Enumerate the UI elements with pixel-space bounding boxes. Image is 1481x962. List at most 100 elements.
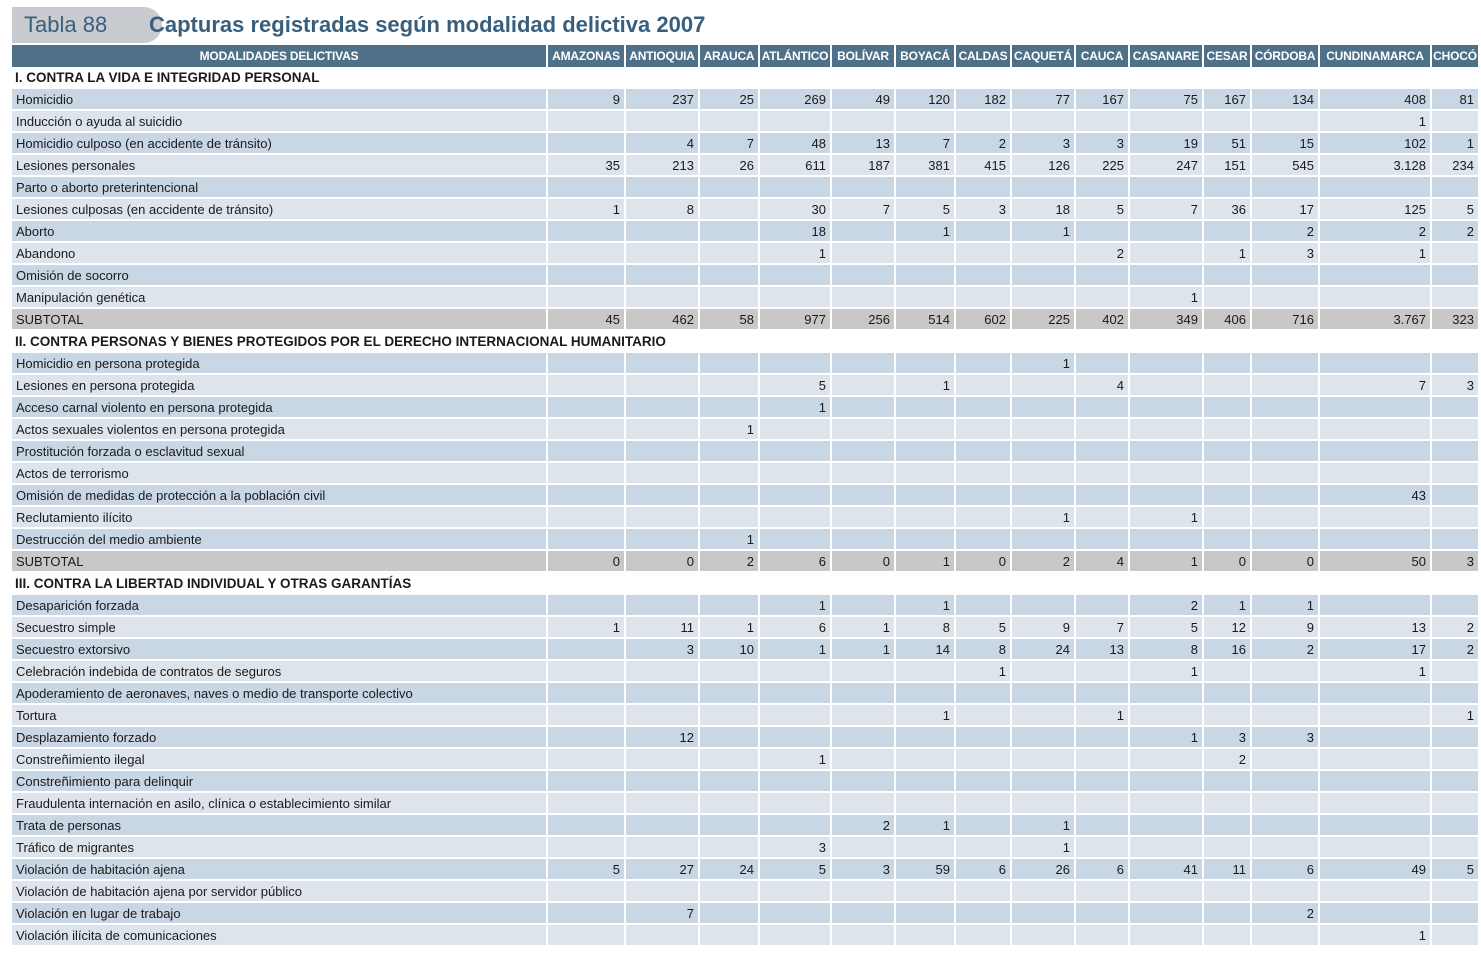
table-cell — [831, 924, 896, 947]
table-cell — [625, 264, 700, 287]
table-cell — [1203, 396, 1252, 419]
table-cell — [955, 902, 1012, 925]
table-cell: 2 — [1251, 638, 1320, 661]
table-cell: 17 — [1251, 198, 1320, 221]
table-row: Secuestro extorsivo 3 10 1 1 14 8 24 13 8 16 2 17 2 — [12, 638, 1480, 661]
table-cell: 75 — [1129, 88, 1204, 111]
table-cell — [547, 440, 626, 463]
table-cell — [1251, 836, 1320, 859]
table-cell — [1075, 396, 1130, 419]
table-cell — [955, 792, 1012, 815]
table-cell — [1203, 110, 1252, 133]
table-cell: 51 — [1203, 132, 1252, 155]
table-row: Homicidio en persona protegida 1 — [12, 352, 1480, 375]
table-cell — [1129, 682, 1204, 705]
table-row: Desplazamiento forzado 12 1 3 3 — [12, 726, 1480, 749]
table-cell: 2 — [1431, 638, 1480, 661]
table-cell — [1203, 924, 1252, 947]
table-cell: 0 — [1203, 550, 1252, 573]
table-cell — [1011, 924, 1076, 947]
table-cell — [1011, 396, 1076, 419]
table-row: Lesiones personales 35 213 26 611 187 381 415 12… — [12, 154, 1480, 177]
table-cell: 1 — [1129, 660, 1204, 683]
table-cell — [1011, 440, 1076, 463]
table-cell: 1 — [1251, 594, 1320, 617]
table-cell — [699, 748, 760, 771]
table-cell — [1075, 506, 1130, 529]
table-cell — [625, 462, 700, 485]
table-cell — [895, 484, 956, 507]
table-cell — [1319, 528, 1432, 551]
table-cell — [699, 440, 760, 463]
row-label: Fraudulenta internación en asilo, clínic… — [12, 792, 548, 815]
table-row: Apoderamiento de aeronaves, naves o medi… — [12, 682, 1480, 705]
table-cell — [1203, 220, 1252, 243]
table-cell: 5 — [759, 374, 832, 397]
table-cell: 2 — [1203, 748, 1252, 771]
table-cell: 187 — [831, 154, 896, 177]
table-cell — [699, 242, 760, 265]
table-cell — [759, 770, 832, 793]
table-cell: 977 — [759, 308, 832, 331]
table-cell: 1 — [1319, 110, 1432, 133]
column-header-modalidades: MODALIDADES DELICTIVAS — [12, 45, 548, 67]
table-row: Abandono 1 2 1 3 1 — [12, 242, 1480, 265]
title-bar: Tabla 88 Capturas registradas según moda… — [12, 7, 1477, 43]
table-cell — [1319, 418, 1432, 441]
table-cell — [1319, 440, 1432, 463]
table-cell — [625, 176, 700, 199]
table-cell — [831, 726, 896, 749]
table-cell — [699, 396, 760, 419]
table-cell — [547, 594, 626, 617]
table-cell — [1129, 880, 1204, 903]
table-cell: 3 — [1011, 132, 1076, 155]
table-cell — [1203, 660, 1252, 683]
table-cell — [1011, 902, 1076, 925]
table-cell — [895, 352, 956, 375]
table-cell: 1 — [895, 594, 956, 617]
table-cell: 234 — [1431, 154, 1480, 177]
row-label: Abandono — [12, 242, 548, 265]
table-cell — [1129, 440, 1204, 463]
table-cell — [625, 660, 700, 683]
table-row: Inducción o ayuda al suicidio 1 — [12, 110, 1480, 133]
table-cell: 5 — [759, 858, 832, 881]
table-cell — [831, 242, 896, 265]
table-cell — [1431, 110, 1480, 133]
table-cell: 45 — [547, 308, 626, 331]
table-cell — [1075, 462, 1130, 485]
table-cell — [699, 704, 760, 727]
table-cell — [955, 374, 1012, 397]
table-cell — [1431, 748, 1480, 771]
row-label: Apoderamiento de aeronaves, naves o medi… — [12, 682, 548, 705]
table-cell — [699, 836, 760, 859]
table-cell: 0 — [831, 550, 896, 573]
table-cell — [1075, 594, 1130, 617]
table-cell: 1 — [831, 638, 896, 661]
table-cell — [625, 748, 700, 771]
table-cell — [1129, 374, 1204, 397]
table-cell — [1431, 528, 1480, 551]
table-cell: 2 — [1319, 220, 1432, 243]
table-cell: 59 — [895, 858, 956, 881]
table-cell: 8 — [955, 638, 1012, 661]
table-cell — [1129, 352, 1204, 375]
table-cell: 5 — [895, 198, 956, 221]
table-cell — [1251, 110, 1320, 133]
table-cell — [547, 704, 626, 727]
row-label: Secuestro simple — [12, 616, 548, 639]
table-cell — [831, 902, 896, 925]
table-cell: 8 — [895, 616, 956, 639]
table-cell — [1075, 220, 1130, 243]
table-cell — [1129, 418, 1204, 441]
table-cell — [1251, 352, 1320, 375]
table-cell — [1431, 924, 1480, 947]
table-cell — [1431, 594, 1480, 617]
table-row: Violación en lugar de trabajo 7 2 — [12, 902, 1480, 925]
table-cell: 134 — [1251, 88, 1320, 111]
table-cell: 151 — [1203, 154, 1252, 177]
row-label: Lesiones en persona protegida — [12, 374, 548, 397]
table-cell: 225 — [1075, 154, 1130, 177]
table-cell: 25 — [699, 88, 760, 111]
table-cell — [831, 836, 896, 859]
